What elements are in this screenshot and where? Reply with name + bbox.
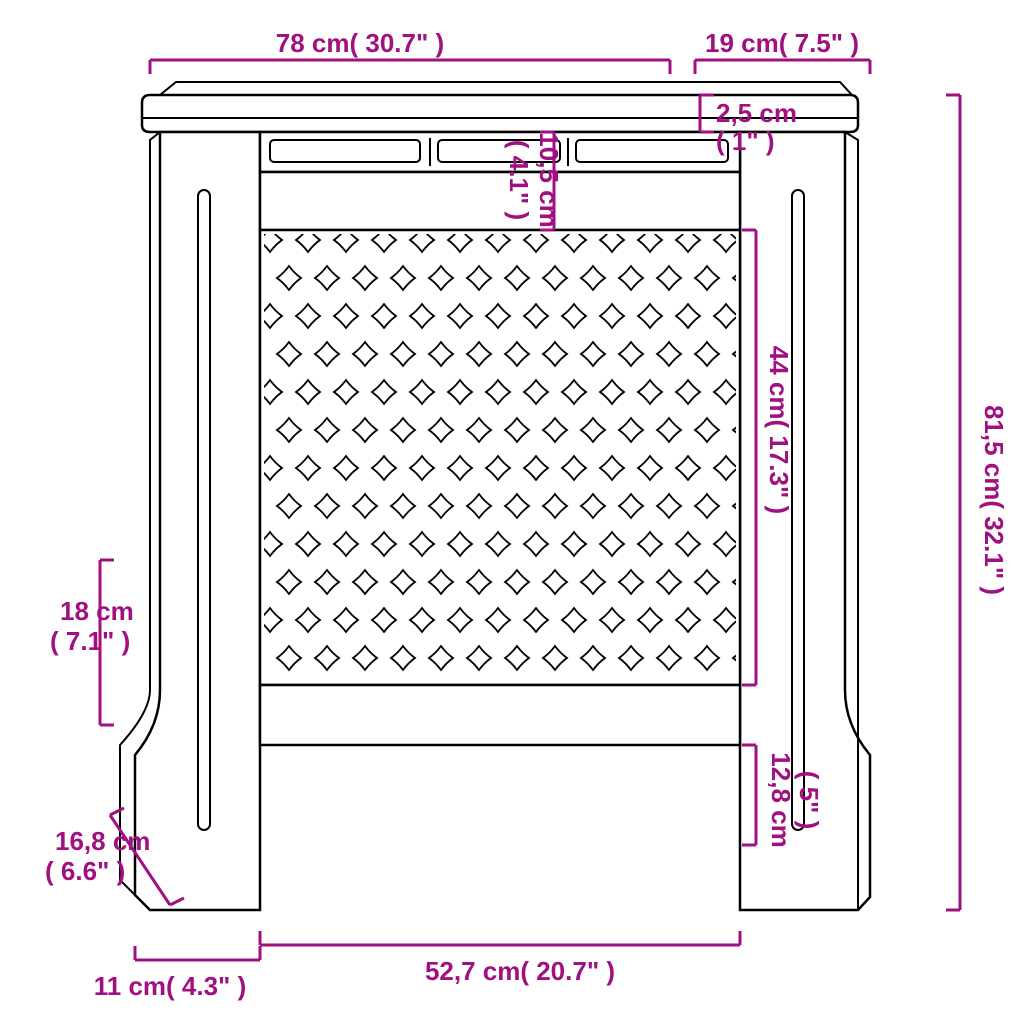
dimension-diagram: 78 cm( 30.7" ) 19 cm( 7.5" ) 2,5 cm( 1" ) 1…	[0, 0, 1024, 1024]
svg-text:11 cm( 4.3" ): 11 cm( 4.3" )	[94, 971, 247, 1001]
svg-text:16,8 cm: 16,8 cm	[55, 826, 150, 856]
svg-text:78 cm( 30.7" ): 78 cm( 30.7" )	[276, 28, 444, 58]
svg-text:( 5" ): ( 5" )	[794, 771, 824, 830]
svg-text:2,5 cm: 2,5 cm	[716, 98, 797, 128]
svg-text:12,8 cm: 12,8 cm	[766, 752, 796, 847]
svg-text:44 cm( 17.3" ): 44 cm( 17.3" )	[764, 346, 794, 514]
svg-text:52,7 cm( 20.7" ): 52,7 cm( 20.7" )	[425, 956, 615, 986]
svg-text:18 cm: 18 cm	[60, 596, 134, 626]
svg-text:19 cm( 7.5" ): 19 cm( 7.5" )	[705, 28, 859, 58]
svg-text:( 6.6" ): ( 6.6" )	[45, 856, 125, 886]
svg-text:( 7.1" ): ( 7.1" )	[50, 626, 130, 656]
svg-text:( 1" ): ( 1" )	[716, 126, 775, 156]
svg-text:10,5 cm: 10,5 cm	[534, 132, 564, 227]
svg-text:81,5 cm( 32.1" ): 81,5 cm( 32.1" )	[979, 405, 1009, 595]
svg-text:( 4.1" ): ( 4.1" )	[504, 140, 534, 220]
